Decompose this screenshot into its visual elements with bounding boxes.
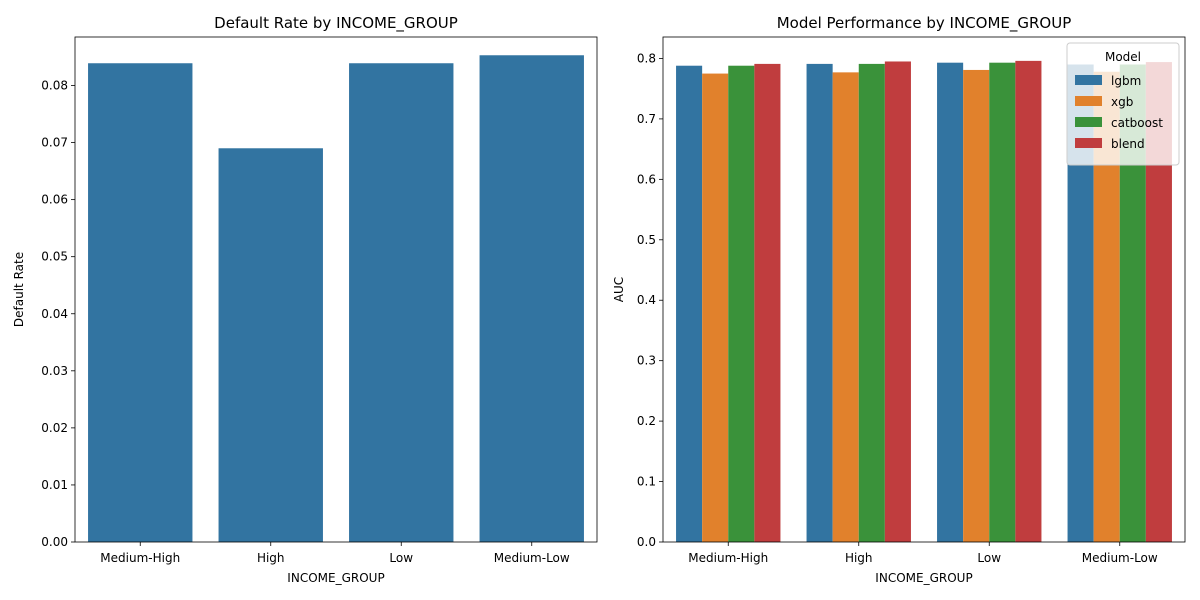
x-axis-label: INCOME_GROUP	[875, 571, 972, 585]
bar-lgbm-medium-high	[676, 65, 703, 542]
legend-label-blend: blend	[1111, 137, 1145, 151]
bar-xgb-medium-high	[702, 73, 729, 542]
legend-swatch-catboost	[1075, 117, 1102, 127]
y-tick-label: 0.7	[637, 112, 656, 126]
y-tick-label: 0.00	[41, 535, 68, 549]
bar-catboost-medium-high	[728, 65, 755, 542]
legend: Model lgbm xgb catboost blend	[1066, 42, 1180, 166]
legend-swatch-lgbm	[1075, 75, 1102, 85]
legend-swatch-blend	[1075, 138, 1102, 148]
y-tick-label: 0.0	[637, 535, 656, 549]
x-tick-label: High	[845, 551, 873, 565]
x-axis-label: INCOME_GROUP	[287, 571, 384, 585]
y-tick-label: 0.02	[41, 421, 68, 435]
y-tick-label: 0.03	[41, 364, 68, 378]
x-tick-label: Medium-High	[688, 551, 768, 565]
bar-medium-low	[479, 55, 584, 542]
x-tick-label: Low	[389, 551, 413, 565]
bar-xgb-high	[832, 72, 859, 542]
axes-frame	[662, 36, 1186, 543]
y-tick-label: 0.07	[41, 136, 68, 150]
y-axis-label: AUC	[612, 277, 626, 302]
bar-blend-low	[1015, 60, 1042, 542]
x-tick-label: Medium-Low	[1082, 551, 1158, 565]
y-tick-label: 0.3	[637, 354, 656, 368]
bar-xgb-low	[963, 69, 990, 543]
bar-medium-high	[88, 63, 193, 542]
chart-title: Model Performance by INCOME_GROUP	[777, 14, 1072, 33]
chart-title: Default Rate by INCOME_GROUP	[214, 14, 458, 33]
bar-lgbm-high	[806, 63, 833, 543]
y-tick-label: 0.2	[637, 414, 656, 428]
legend-title: Model	[1105, 50, 1141, 64]
x-tick-label: Medium-High	[100, 551, 180, 565]
bar-lgbm-low	[937, 62, 964, 543]
y-axis-label: Default Rate	[12, 252, 26, 327]
model-performance-chart: 0.0 0.1 0.2 0.3 0.4 0.5 0.6 0.7 0.8 Medium-High Hi…	[612, 14, 1186, 585]
y-tick-label: 0.4	[637, 293, 656, 307]
y-tick-label: 0.05	[41, 250, 68, 264]
bar-blend-medium-high	[754, 63, 781, 543]
y-tick-label: 0.04	[41, 307, 68, 321]
bar-low	[349, 63, 454, 542]
bar-blend-high	[884, 61, 911, 542]
y-tick-label: 0.08	[41, 79, 68, 93]
bar-high	[218, 148, 323, 542]
legend-label-catboost: catboost	[1111, 116, 1163, 130]
default-rate-chart: 0.00 0.01 0.02 0.03 0.04 0.05 0.06 0.07 0.08 Medi…	[12, 14, 598, 585]
legend-label-xgb: xgb	[1111, 95, 1133, 109]
y-tick-label: 0.01	[41, 478, 68, 492]
x-tick-label: Low	[977, 551, 1001, 565]
legend-box	[1066, 42, 1180, 166]
bar-catboost-high	[858, 63, 885, 543]
y-tick-label: 0.8	[637, 51, 656, 65]
y-tick-label: 0.5	[637, 233, 656, 247]
y-tick-label: 0.6	[637, 172, 656, 186]
legend-label-lgbm: lgbm	[1111, 74, 1141, 88]
bar-catboost-low	[989, 62, 1016, 543]
axes-frame	[74, 36, 598, 543]
y-tick-label: 0.1	[637, 475, 656, 489]
x-tick-label: Medium-Low	[494, 551, 570, 565]
legend-swatch-xgb	[1075, 96, 1102, 106]
y-tick-label: 0.06	[41, 193, 68, 207]
x-tick-label: High	[257, 551, 285, 565]
